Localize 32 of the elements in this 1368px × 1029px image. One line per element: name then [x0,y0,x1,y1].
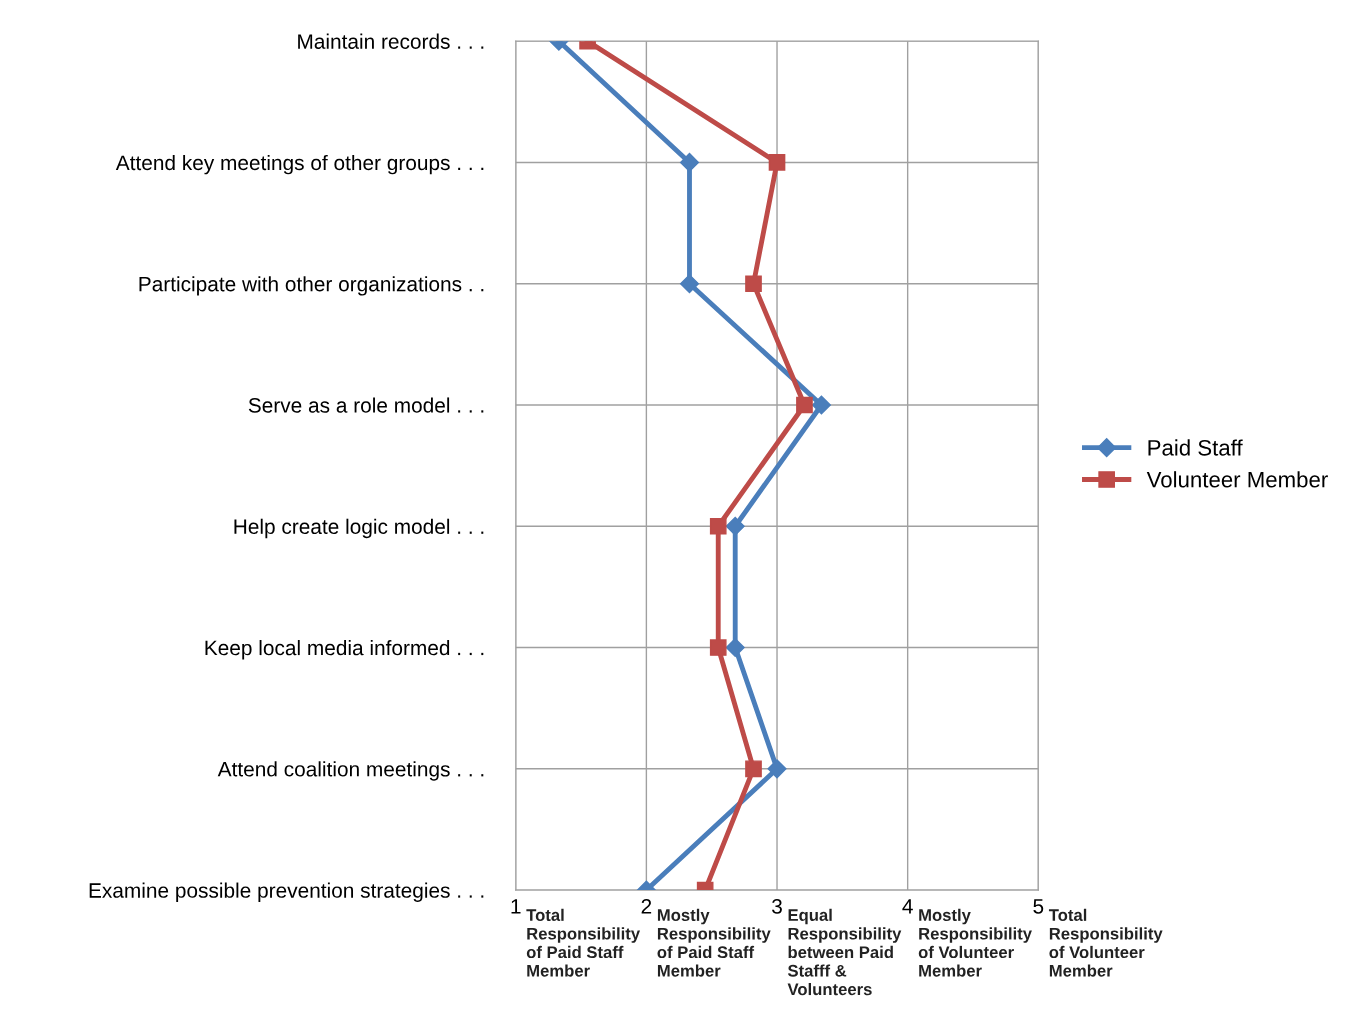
point [745,275,762,293]
point [745,760,762,778]
text: Total Responsibility of Volunteer Member [1048,908,1163,977]
x-tick-label: 5 [1033,899,1044,914]
x-tick-label: 2 [641,898,652,914]
point [725,638,745,658]
y-tick-label: Maintain records . . . [298,33,484,49]
x-tick-label: 4 [902,899,913,914]
x-tick-label: 1 [511,899,521,914]
point [811,395,831,415]
point [767,759,787,779]
text: Mostly Responsibility of Volunteer Member [918,908,1032,977]
point [796,396,813,414]
y-tick-label: Examine possible prevention strategies . . . [89,882,484,902]
point [725,516,745,536]
x-tick-label: 3 [772,898,782,914]
point [679,152,700,172]
y-tick-label: Attend key meetings of other groups . . . [115,154,484,175]
point [709,639,727,656]
y-tick-label: Participate with other organizations . . [139,276,484,296]
point [768,154,786,171]
y-tick-label: Keep local media informed . . . [205,639,484,660]
y-tick-label: Attend coalition meetings . . . [217,761,484,781]
legend-label: Paid Staff [1148,439,1243,456]
y-tick-label: Serve as a role model . . . [248,397,484,413]
point [679,274,700,294]
text: Mostly Responsibility of Paid Staff Member [657,908,771,977]
legend-label: Volunteer Member [1146,471,1328,488]
point [709,517,727,535]
y-tick-label: Help create logic model . . . [234,518,484,539]
text: Total Responsibility of Paid Staff Member [526,908,641,977]
text: Equal Responsibility between Paid Stafff & Volunteers [787,908,902,996]
